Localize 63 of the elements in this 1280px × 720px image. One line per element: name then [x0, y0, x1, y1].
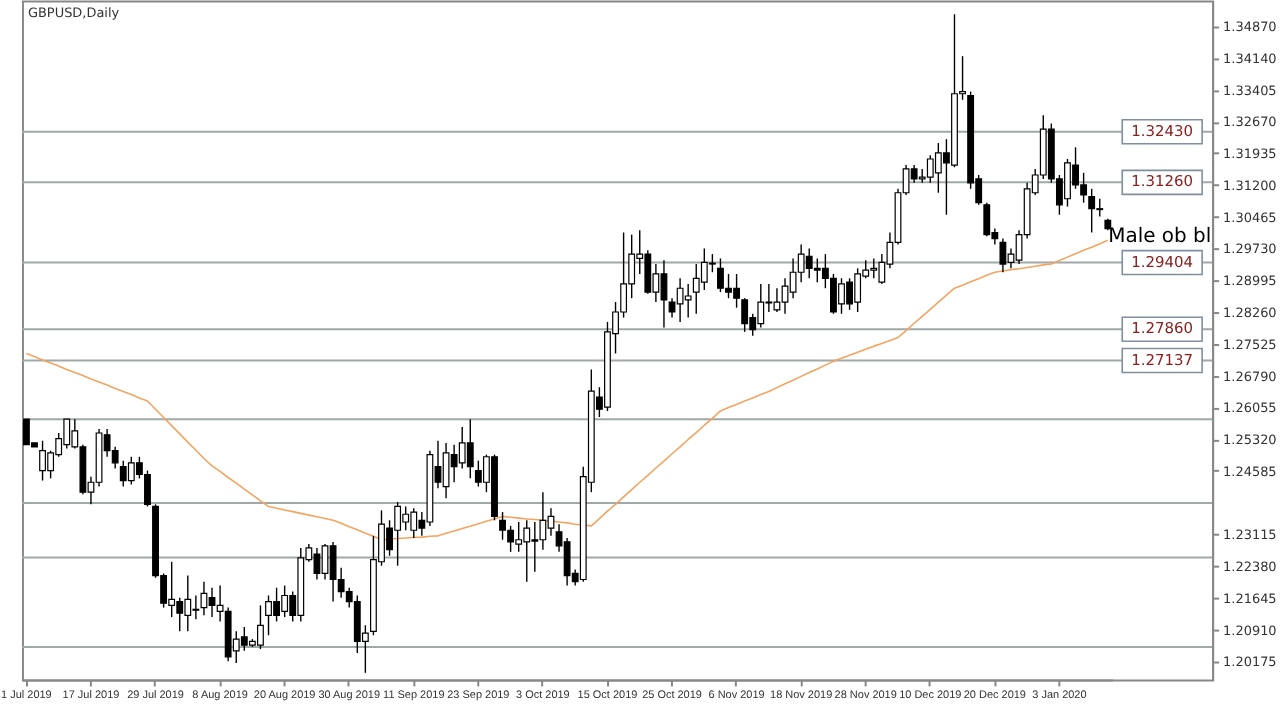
- candlestick: [676, 277, 684, 323]
- candlestick: [846, 277, 853, 311]
- candlestick: [926, 154, 934, 184]
- candlestick: [813, 257, 821, 283]
- candlestick: [1080, 172, 1088, 204]
- candlestick: [563, 537, 571, 587]
- candlestick: [402, 505, 410, 531]
- candlestick: [119, 459, 127, 488]
- candlestick: [39, 440, 46, 482]
- candlestick: [127, 456, 135, 486]
- candlestick: [523, 519, 531, 583]
- candlestick: [257, 604, 264, 650]
- candlestick: [773, 287, 781, 313]
- candlestick: [531, 521, 539, 573]
- candlestick: [353, 594, 361, 654]
- candlestick: [144, 469, 151, 508]
- candlestick: [660, 259, 668, 329]
- candlestick: [224, 606, 232, 662]
- candlestick: [22, 418, 30, 446]
- candlestick: [838, 277, 845, 315]
- candlestick: [741, 297, 749, 333]
- candlestick: [757, 283, 765, 329]
- candlestick: [184, 574, 192, 633]
- candlestick: [733, 273, 741, 309]
- candlestick: [515, 521, 523, 553]
- candlestick: [934, 142, 942, 194]
- candlestick: [63, 418, 71, 450]
- candlestick: [273, 587, 281, 623]
- candlestick: [1088, 188, 1096, 234]
- candlestick: [870, 257, 878, 279]
- candlestick: [458, 426, 466, 470]
- candlestick: [781, 277, 789, 315]
- candlestick: [410, 507, 418, 539]
- candlestick: [168, 561, 176, 618]
- candlestick: [208, 587, 216, 618]
- candlestick: [192, 594, 200, 620]
- candlestick: [499, 511, 506, 541]
- candlestick: [329, 541, 337, 603]
- candlestick: [684, 283, 692, 319]
- candlestick: [240, 626, 248, 652]
- candlestick: [450, 443, 458, 483]
- candlestick: [854, 267, 862, 313]
- candlestick: [442, 442, 450, 499]
- candlestick: [725, 273, 732, 299]
- candlestick: [700, 247, 708, 291]
- candlestick: [265, 594, 272, 636]
- candlestick: [313, 547, 321, 581]
- candlestick: [474, 459, 482, 488]
- candlestick: [717, 257, 724, 293]
- candlestick: [176, 596, 184, 633]
- candlestick: [1064, 158, 1071, 208]
- candlestick: [805, 247, 813, 279]
- candlestick: [644, 249, 652, 295]
- candlestick: [507, 525, 515, 553]
- annotation: Male ob bl: [1108, 226, 1212, 249]
- candlestick: [466, 418, 474, 480]
- candlestick: [983, 201, 991, 238]
- candlestick: [692, 263, 700, 315]
- candlestick: [394, 501, 402, 567]
- candlestick: [999, 237, 1007, 273]
- candlestick: [200, 580, 208, 617]
- candlestick: [281, 584, 289, 618]
- candlestick: [830, 273, 837, 315]
